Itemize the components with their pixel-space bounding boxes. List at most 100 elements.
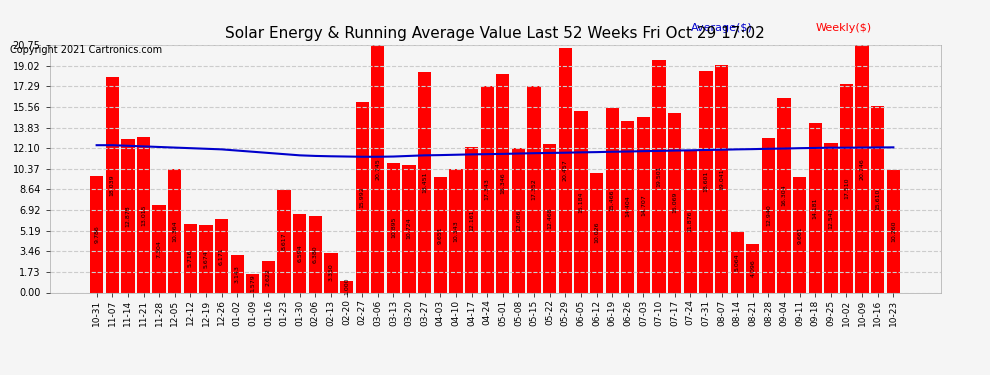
Bar: [809, 123, 822, 292]
Text: 17.352: 17.352: [532, 178, 537, 200]
Text: 19.041: 19.041: [719, 168, 724, 190]
Text: 18.346: 18.346: [500, 172, 505, 194]
Bar: [418, 72, 432, 292]
Text: 10.724: 10.724: [407, 217, 412, 239]
Text: 9.651: 9.651: [438, 226, 443, 244]
Text: 12.878: 12.878: [126, 205, 131, 226]
Bar: [793, 177, 806, 292]
Text: 18.601: 18.601: [704, 171, 709, 192]
Text: 5.064: 5.064: [735, 254, 740, 271]
Text: 7.304: 7.304: [156, 240, 161, 258]
Bar: [558, 48, 572, 292]
Bar: [652, 60, 665, 292]
Bar: [480, 86, 494, 292]
Bar: [184, 224, 197, 292]
Text: 10.260: 10.260: [891, 220, 896, 242]
Text: 13.015: 13.015: [141, 204, 146, 226]
Text: 12.086: 12.086: [516, 210, 521, 231]
Bar: [761, 138, 775, 292]
Bar: [168, 169, 181, 292]
Bar: [340, 280, 353, 292]
Text: 9.786: 9.786: [94, 225, 99, 243]
Text: Average($): Average($): [691, 22, 752, 33]
Bar: [325, 252, 338, 292]
Text: 14.181: 14.181: [813, 197, 818, 219]
Bar: [121, 139, 135, 292]
Text: 18.039: 18.039: [110, 174, 115, 196]
Bar: [434, 177, 446, 292]
Bar: [465, 147, 478, 292]
Bar: [699, 70, 713, 292]
Bar: [449, 169, 462, 292]
Bar: [106, 77, 119, 292]
Text: 20.746: 20.746: [859, 158, 864, 180]
Bar: [355, 102, 369, 292]
Text: 19.501: 19.501: [656, 165, 661, 187]
Bar: [528, 86, 541, 292]
Bar: [137, 137, 150, 292]
Text: 20.745: 20.745: [375, 158, 380, 180]
Bar: [606, 108, 619, 292]
Bar: [715, 65, 729, 292]
Text: 14.707: 14.707: [641, 194, 645, 216]
Bar: [855, 45, 869, 292]
Text: 18.451: 18.451: [422, 172, 428, 193]
Text: 6.380: 6.380: [313, 246, 318, 263]
Bar: [544, 144, 556, 292]
Text: 20.457: 20.457: [562, 160, 568, 182]
Text: 17.343: 17.343: [485, 178, 490, 200]
Bar: [840, 84, 853, 292]
Bar: [387, 162, 400, 292]
Bar: [574, 111, 587, 292]
Bar: [403, 165, 416, 292]
Text: 10.026: 10.026: [594, 222, 599, 243]
Text: 3.350: 3.350: [329, 264, 334, 281]
Text: 17.510: 17.510: [844, 177, 849, 199]
Text: 6.594: 6.594: [297, 244, 302, 262]
Text: 5.716: 5.716: [188, 250, 193, 267]
Bar: [152, 206, 165, 292]
Text: Weekly($): Weekly($): [816, 22, 872, 33]
Text: 1.000: 1.000: [345, 278, 349, 295]
Text: 5.674: 5.674: [204, 250, 209, 267]
Bar: [371, 45, 384, 292]
Bar: [231, 255, 244, 292]
Bar: [590, 173, 603, 292]
Text: 12.161: 12.161: [469, 209, 474, 231]
Bar: [887, 170, 900, 292]
Text: 10.364: 10.364: [172, 220, 177, 242]
Bar: [512, 148, 525, 292]
Bar: [684, 151, 697, 292]
Text: 12.468: 12.468: [547, 207, 552, 229]
Bar: [261, 261, 275, 292]
Bar: [731, 232, 743, 292]
Text: 6.171: 6.171: [219, 247, 224, 264]
Text: 15.466: 15.466: [610, 189, 615, 211]
Bar: [871, 106, 884, 292]
Bar: [621, 121, 635, 292]
Text: 9.661: 9.661: [797, 226, 802, 244]
Text: 14.404: 14.404: [626, 196, 631, 217]
Bar: [746, 244, 759, 292]
Bar: [668, 113, 681, 292]
Text: 15.610: 15.610: [875, 189, 880, 210]
Text: 4.096: 4.096: [750, 259, 755, 277]
Bar: [496, 74, 510, 292]
Text: 2.622: 2.622: [266, 268, 271, 286]
Text: 8.617: 8.617: [281, 232, 286, 250]
Text: Copyright 2021 Cartronics.com: Copyright 2021 Cartronics.com: [10, 45, 162, 55]
Title: Solar Energy & Running Average Value Last 52 Weeks Fri Oct 29 17:02: Solar Energy & Running Average Value Las…: [225, 26, 765, 41]
Text: 15.992: 15.992: [359, 186, 364, 208]
Text: 1.579: 1.579: [250, 274, 255, 292]
Text: 16.304: 16.304: [781, 184, 786, 206]
Bar: [309, 216, 322, 292]
Text: 12.543: 12.543: [829, 207, 834, 229]
Bar: [293, 214, 306, 292]
Text: 15.184: 15.184: [578, 191, 583, 213]
Bar: [637, 117, 650, 292]
Bar: [825, 143, 838, 292]
Text: 11.876: 11.876: [688, 211, 693, 232]
Text: 12.940: 12.940: [766, 204, 771, 226]
Text: 10.343: 10.343: [453, 220, 458, 242]
Bar: [90, 176, 103, 292]
